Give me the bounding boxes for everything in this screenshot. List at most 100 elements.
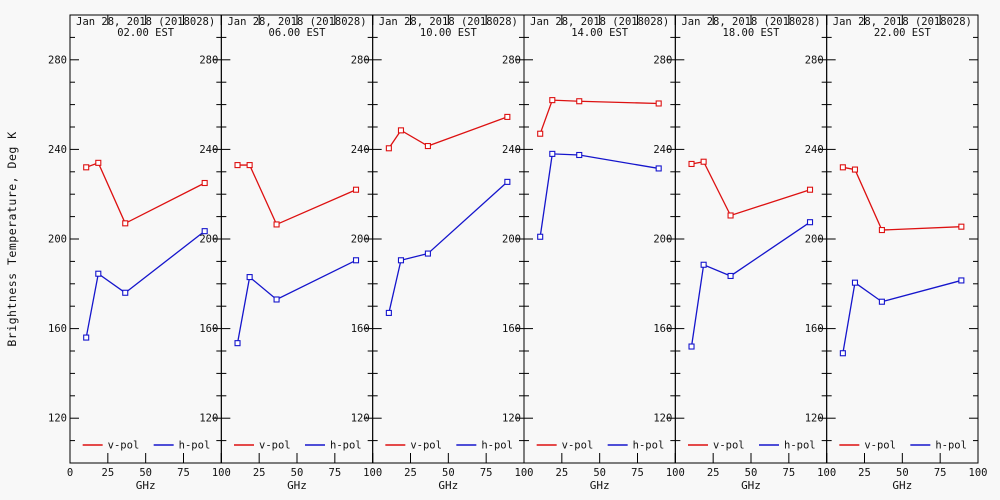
- data-point-marker-v-pol: [201, 179, 208, 187]
- y-tick-label: 120: [502, 413, 521, 425]
- x-tick-label: 100: [363, 467, 382, 479]
- legend-label-vpol: v-pol: [410, 440, 442, 452]
- y-tick-label: 200: [351, 234, 370, 246]
- panel-subtitle: 22.00 EST: [874, 27, 932, 39]
- y-tick-label: 160: [199, 323, 218, 335]
- data-point-marker-v-pol: [83, 164, 90, 171]
- y-tick-label: 240: [653, 144, 672, 156]
- x-tick-label: 100: [817, 467, 836, 479]
- data-point-marker-h-pol: [273, 296, 280, 303]
- data-point-marker-v-pol: [397, 127, 405, 134]
- data-point-marker-h-pol: [385, 309, 392, 316]
- panel-3: Jan 28, 2018 (2018028)10.00 EST120160200…: [351, 14, 533, 492]
- panel-subtitle: 14.00 EST: [571, 27, 629, 39]
- data-point-marker-v-pol: [958, 223, 965, 230]
- data-point-marker-v-pol: [537, 130, 544, 137]
- y-tick-label: 240: [199, 144, 218, 156]
- x-axis-title: GHz: [287, 479, 307, 492]
- data-point-marker-v-pol: [246, 162, 253, 169]
- legend-label-hpol: h-pol: [179, 440, 211, 452]
- x-tick-label: 50: [139, 467, 152, 479]
- data-point-marker-h-pol: [352, 257, 360, 264]
- data-point-marker-v-pol: [700, 158, 707, 165]
- series-line-v-pol: [842, 166, 962, 231]
- panel-subtitle: 10.00 EST: [420, 27, 478, 39]
- x-tick-label: 50: [442, 467, 455, 479]
- y-tick-label: 280: [502, 54, 521, 66]
- data-point-marker-v-pol: [727, 212, 734, 219]
- data-point-marker-h-pol: [839, 350, 846, 357]
- x-tick-label: 100: [969, 467, 988, 479]
- data-point-marker-v-pol: [352, 186, 360, 193]
- x-tick-label: 50: [745, 467, 758, 479]
- x-tick-label: 25: [858, 467, 871, 479]
- series-line-h-pol: [842, 279, 962, 354]
- x-tick-label: 75: [631, 467, 644, 479]
- data-point-marker-h-pol: [806, 219, 814, 226]
- data-point-marker-h-pol: [537, 233, 544, 240]
- y-tick-label: 160: [351, 323, 370, 335]
- y-tick-label: 280: [199, 54, 218, 66]
- x-tick-label: 50: [593, 467, 606, 479]
- y-tick-label: 200: [653, 234, 672, 246]
- data-point-marker-h-pol: [878, 298, 885, 305]
- data-point-marker-h-pol: [246, 274, 253, 281]
- x-tick-label: 100: [666, 467, 685, 479]
- data-point-marker-h-pol: [201, 228, 208, 235]
- legend-label-hpol: h-pol: [633, 440, 665, 452]
- data-point-marker-h-pol: [549, 150, 556, 157]
- data-point-marker-h-pol: [83, 334, 90, 341]
- data-point-marker-h-pol: [576, 151, 583, 159]
- data-point-marker-h-pol: [122, 289, 129, 296]
- data-point-marker-v-pol: [655, 100, 662, 107]
- series-line-v-pol: [237, 164, 357, 226]
- legend-label-vpol: v-pol: [864, 440, 896, 452]
- x-tick-label: 75: [480, 467, 493, 479]
- legend-label-hpol: h-pol: [784, 440, 816, 452]
- panel-subtitle: 02.00 EST: [117, 27, 175, 39]
- x-tick-label: 100: [212, 467, 231, 479]
- data-point-marker-h-pol: [234, 340, 241, 347]
- panel-1: Jan 28, 2018 (2018028)02.00 EST120160200…: [48, 14, 231, 492]
- data-point-marker-v-pol: [504, 113, 511, 120]
- data-point-marker-h-pol: [424, 250, 431, 257]
- data-point-marker-h-pol: [95, 270, 102, 277]
- series-line-h-pol: [85, 230, 206, 338]
- panel-subtitle: 18.00 EST: [723, 27, 781, 39]
- y-tick-label: 240: [48, 144, 67, 156]
- data-point-marker-v-pol: [851, 166, 859, 173]
- y-tick-label: 200: [48, 234, 67, 246]
- legend-label-hpol: h-pol: [935, 440, 967, 452]
- series-line-h-pol: [690, 221, 811, 347]
- data-point-marker-v-pol: [806, 186, 814, 193]
- data-point-marker-v-pol: [122, 220, 129, 227]
- x-tick-label: 50: [896, 467, 909, 479]
- y-tick-label: 160: [653, 323, 672, 335]
- y-tick-label: 120: [653, 413, 672, 425]
- data-point-marker-v-pol: [576, 98, 583, 105]
- y-tick-label: 160: [48, 323, 67, 335]
- x-tick-label: 50: [291, 467, 304, 479]
- legend-label-hpol: h-pol: [330, 440, 362, 452]
- data-point-marker-v-pol: [688, 160, 695, 168]
- data-point-marker-v-pol: [549, 97, 556, 104]
- y-tick-label: 200: [502, 234, 521, 246]
- y-tick-label: 200: [199, 234, 218, 246]
- data-point-marker-v-pol: [878, 226, 885, 234]
- legend-label-hpol: h-pol: [481, 440, 513, 452]
- series-line-v-pol: [85, 162, 205, 225]
- y-tick-label: 160: [805, 323, 824, 335]
- data-point-marker-v-pol: [424, 142, 431, 150]
- x-tick-label: 25: [253, 467, 266, 479]
- x-tick-label: 0: [67, 467, 73, 479]
- data-point-marker-v-pol: [839, 164, 846, 171]
- series-line-v-pol: [691, 160, 811, 217]
- x-tick-label: 25: [404, 467, 417, 479]
- data-point-marker-h-pol: [397, 257, 405, 264]
- x-axis-title: GHz: [438, 479, 458, 492]
- legend-label-vpol: v-pol: [562, 440, 594, 452]
- y-tick-label: 280: [351, 54, 370, 66]
- series-line-h-pol: [388, 181, 508, 314]
- y-tick-label: 280: [805, 54, 824, 66]
